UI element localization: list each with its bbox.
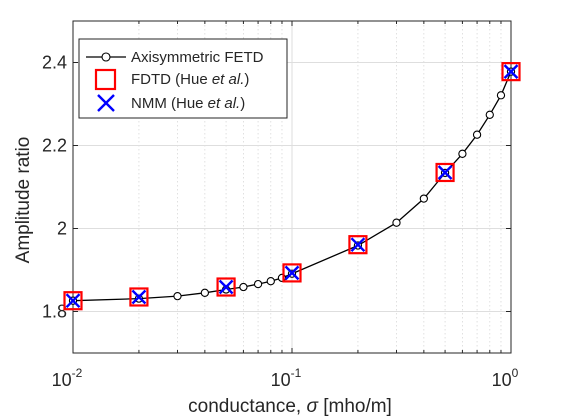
- legend-entry-nmm: NMM (Hue et al.): [97, 94, 245, 112]
- data-point-square: [129, 287, 149, 307]
- x-tick-label-exponent: -1: [291, 366, 302, 380]
- x-axis-title-suffix: [mho/m]: [318, 396, 392, 417]
- data-point-x: [131, 289, 147, 305]
- x-tick-label: 10-2: [52, 366, 83, 390]
- legend-marker-fdtd: [94, 68, 117, 91]
- x-tick-label-exponent: -2: [72, 366, 83, 380]
- legend-label-nmm: NMM (Hue et al.): [131, 95, 245, 112]
- data-point-circle: [253, 279, 263, 289]
- legend: Axisymmetric FETD FDTD (Hue et al.) NMM …: [78, 38, 288, 119]
- data-point-circle: [266, 277, 275, 286]
- data-point-circle: [200, 288, 210, 297]
- y-tick-label: 1.8: [42, 302, 67, 322]
- data-point-x: [437, 165, 453, 180]
- x-tick-label-base: 10: [271, 370, 291, 390]
- x-tick-label: 10-1: [271, 366, 302, 390]
- data-point-square: [282, 263, 302, 283]
- data-point-square: [348, 235, 368, 255]
- data-point-circle: [485, 110, 494, 119]
- data-point-x: [284, 265, 300, 281]
- legend-marker-nmm: [97, 94, 115, 112]
- y-tick-label: 2.2: [42, 136, 67, 156]
- legend-label-fetd: Axisymmetric FETD: [131, 49, 264, 66]
- data-point-circle: [419, 194, 429, 203]
- y-axis-title: Amplitude ratio: [13, 137, 34, 264]
- data-point-circle: [496, 91, 506, 100]
- x-tick-label-exponent: 0: [512, 366, 519, 380]
- data-point-circle: [458, 149, 467, 158]
- legend-label-nmm-main: NMM (Hue: [131, 95, 208, 112]
- data-point-circle: [392, 218, 401, 227]
- legend-box: [78, 38, 288, 119]
- x-axis-title-symbol: σ: [306, 396, 319, 417]
- legend-label-fdtd-main: FDTD (Hue: [131, 71, 212, 88]
- legend-entry-fetd: Axisymmetric FETD: [86, 49, 264, 66]
- legend-marker-fetd: [101, 52, 111, 62]
- data-series: [63, 62, 521, 311]
- legend-label-fdtd: FDTD (Hue et al.): [131, 71, 249, 88]
- series-2: [65, 64, 519, 309]
- data-point-circle: [239, 282, 248, 292]
- y-tick-label: 2.4: [42, 53, 67, 73]
- data-point-x: [65, 293, 81, 309]
- data-point-circle: [472, 130, 482, 139]
- y-tick-label: 2: [57, 219, 67, 239]
- data-point-x: [218, 279, 234, 295]
- legend-label-nmm-end: ): [240, 95, 245, 112]
- data-point-x: [503, 64, 519, 79]
- data-point-square: [63, 291, 83, 311]
- data-point-square: [435, 162, 455, 183]
- legend-label-fdtd-italic: et al.: [212, 71, 245, 88]
- x-tick-label-base: 10: [52, 370, 72, 390]
- x-axis-title: conductance, σ [mho/m]: [188, 396, 392, 417]
- x-tick-label-base: 10: [492, 370, 512, 390]
- legend-label-nmm-italic: et al.: [208, 95, 241, 112]
- data-point-square: [216, 277, 236, 297]
- series-1: [63, 62, 521, 311]
- data-point-square: [501, 62, 521, 82]
- x-axis-title-prefix: conductance,: [188, 396, 306, 417]
- legend-entry-fdtd: FDTD (Hue et al.): [94, 68, 249, 91]
- data-point-x: [350, 237, 366, 253]
- data-point-circle: [173, 291, 182, 301]
- grid: [73, 21, 511, 353]
- legend-label-fdtd-end: ): [244, 71, 249, 88]
- x-tick-label: 100: [492, 366, 519, 390]
